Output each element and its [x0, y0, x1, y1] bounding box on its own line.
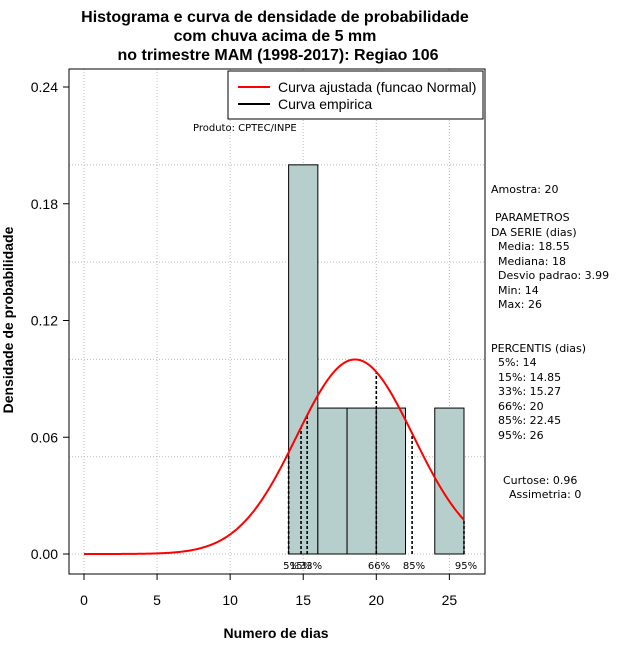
x-tick-label-2: 10: [222, 592, 238, 608]
percentile-label-2: 33%: [300, 561, 322, 572]
x-tick-label-5: 25: [442, 592, 458, 608]
stat-p33: 33%: 15.27: [498, 385, 561, 398]
plot-frame: [68, 68, 486, 575]
chart-title-line-1: Histograma e curva de densidade de proba…: [81, 9, 469, 26]
y-axis-title: Densidade de probabilidade: [0, 226, 16, 413]
y-tick-label-1: 0.06: [31, 429, 58, 445]
stat-amostra: Amostra: 20: [491, 183, 558, 196]
histogram-bar-3: [375, 407, 407, 555]
product-credit: Produto: CPTEC/INPE: [193, 123, 297, 134]
legend-label-empirical: Curva empirica: [278, 96, 372, 112]
histogram-bar-5: [434, 407, 465, 555]
stat-perc-title: PERCENTIS (dias): [491, 342, 586, 355]
stat-p66: 66%: 20: [498, 400, 544, 413]
percentile-label-4: 85%: [403, 561, 425, 572]
x-tick-label-1: 5: [153, 592, 161, 608]
x-tick-label-3: 15: [295, 592, 311, 608]
chart-title-line-3: no trimestre MAM (1998-2017): Regiao 106: [118, 47, 439, 64]
stat-p85: 85%: 22.45: [498, 414, 561, 427]
percentile-label-3: 66%: [368, 561, 390, 572]
chart-title-line-2: com chuva acima de 5 mm: [174, 28, 377, 45]
stat-p95: 95%: 26: [498, 429, 544, 442]
stat-mediana: Mediana: 18: [498, 255, 566, 268]
legend: Curva ajustada (funcao Normal) Curva emp…: [227, 70, 484, 120]
grid-lines: [69, 69, 485, 574]
stats-panel: Amostra: 20 PARAMETROS DA SERIE (dias) M…: [491, 183, 609, 501]
stat-p5: 5%: 14: [498, 356, 537, 369]
normal-curve: [84, 358, 465, 555]
stat-param-title-2: DA SERIE (dias): [491, 226, 577, 239]
percentile-label-5: 95%: [455, 561, 477, 572]
stat-curtose: Curtose: 0.96: [503, 474, 577, 487]
percentile-label-0: 5%: [283, 561, 299, 572]
stat-max: Max: 26: [498, 298, 542, 311]
stat-param-title-1: PARAMETROS: [495, 211, 570, 224]
percentile-label-1: 15%: [290, 561, 312, 572]
stat-min: Min: 14: [498, 284, 539, 297]
legend-box: [227, 70, 484, 120]
x-axis-title: Numero de dias: [223, 625, 328, 641]
legend-label-fitted: Curva ajustada (funcao Normal): [278, 79, 476, 95]
normal-curve-line: [84, 358, 465, 555]
y-tick-label-2: 0.12: [31, 313, 58, 329]
axes: 0 5 10 15 20 25 0.00 0.06 0.12 0.18 0.24: [31, 79, 458, 608]
histogram-bar-2: [346, 407, 377, 555]
histogram-bar-1: [317, 407, 348, 555]
percentile-lines: 5%15%33% 66% 85% 95%: [283, 371, 477, 572]
stat-desvio: Desvio padrao: 3.99: [498, 269, 609, 282]
y-tick-label-3: 0.18: [31, 196, 58, 212]
x-tick-label-0: 0: [80, 592, 88, 608]
x-tick-label-4: 20: [369, 592, 385, 608]
y-tick-label-4: 0.24: [31, 79, 58, 95]
y-tick-label-0: 0.00: [31, 546, 58, 562]
histogram-bar-0: [288, 164, 319, 555]
stat-media: Media: 18.55: [498, 240, 570, 253]
stat-p15: 15%: 14.85: [498, 371, 561, 384]
stat-assimetria: Assimetria: 0: [509, 488, 581, 501]
histogram-bars: [288, 164, 465, 555]
